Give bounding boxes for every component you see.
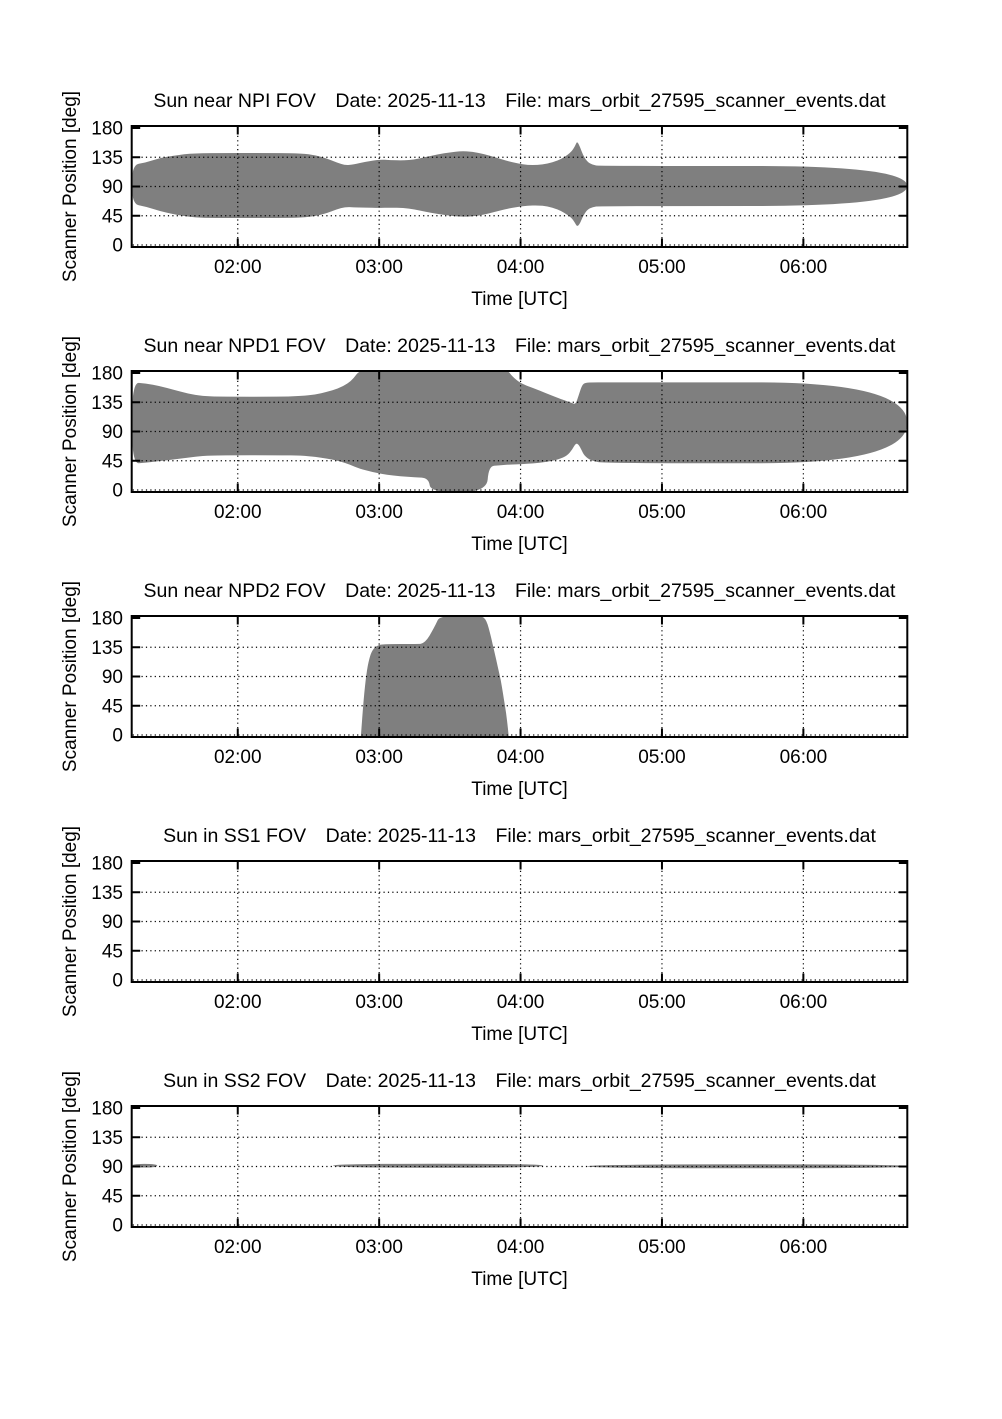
x-tick-label: 06:00 bbox=[780, 502, 828, 523]
ss2-event-segment-3 bbox=[587, 1164, 907, 1169]
y-axis-label: Scanner Position [deg] bbox=[60, 91, 81, 282]
x-tick-label: 03:00 bbox=[355, 992, 403, 1013]
y-tick-label: 0 bbox=[112, 1216, 123, 1237]
x-tick-label: 04:00 bbox=[497, 747, 545, 768]
y-tick-label: 180 bbox=[91, 854, 123, 875]
x-tick-label: 05:00 bbox=[638, 747, 686, 768]
x-tick-label: 02:00 bbox=[214, 502, 262, 523]
y-axis-label: Scanner Position [deg] bbox=[60, 581, 81, 772]
x-tick-label: 02:00 bbox=[214, 257, 262, 278]
plot-frame bbox=[130, 125, 909, 248]
plot-frame bbox=[130, 370, 909, 493]
y-tick-label: 45 bbox=[102, 451, 123, 472]
y-tick-label: 45 bbox=[102, 206, 123, 227]
chart-sun-near-npd1-fov: Sun near NPD1 FOV Date: 2025-11-13 File:… bbox=[60, 335, 909, 555]
plot-frame bbox=[130, 615, 909, 738]
y-tick-label: 45 bbox=[102, 696, 123, 717]
tick-marks bbox=[132, 861, 907, 982]
y-tick-label: 0 bbox=[112, 726, 123, 747]
y-tick-label: 90 bbox=[102, 177, 123, 198]
plot-frame bbox=[130, 1105, 909, 1228]
chart-title: Sun in SS1 FOV Date: 2025-11-13 File: ma… bbox=[163, 825, 876, 847]
y-tick-label: 0 bbox=[112, 971, 123, 992]
chart-title: Sun near NPI FOV Date: 2025-11-13 File: … bbox=[153, 90, 886, 112]
x-axis-label: Time [UTC] bbox=[471, 289, 567, 310]
chart-title: Sun in SS2 FOV Date: 2025-11-13 File: ma… bbox=[163, 1070, 876, 1092]
npi-exclusion-band bbox=[132, 142, 907, 226]
chart-title: Sun near NPD2 FOV Date: 2025-11-13 File:… bbox=[144, 580, 896, 602]
ss2-event-segment-2 bbox=[333, 1163, 544, 1168]
x-tick-label: 06:00 bbox=[780, 257, 828, 278]
x-tick-label: 03:00 bbox=[355, 747, 403, 768]
y-tick-label: 135 bbox=[91, 393, 123, 414]
y-tick-label: 135 bbox=[91, 1128, 123, 1149]
x-tick-label: 06:00 bbox=[780, 1237, 828, 1258]
x-tick-label: 02:00 bbox=[214, 747, 262, 768]
tick-marks bbox=[132, 371, 907, 492]
tick-marks bbox=[132, 1106, 907, 1227]
y-tick-label: 180 bbox=[91, 609, 123, 630]
y-tick-label: 90 bbox=[102, 912, 123, 933]
x-tick-label: 04:00 bbox=[497, 1237, 545, 1258]
x-tick-label: 03:00 bbox=[355, 502, 403, 523]
x-axis-label: Time [UTC] bbox=[471, 779, 567, 800]
y-tick-label: 90 bbox=[102, 422, 123, 443]
grid-lines bbox=[132, 617, 907, 736]
npd2-exclusion-band bbox=[360, 617, 509, 736]
x-axis-label: Time [UTC] bbox=[471, 1269, 567, 1290]
y-axis-label: Scanner Position [deg] bbox=[60, 1071, 81, 1262]
y-tick-label: 135 bbox=[91, 148, 123, 169]
chart-sun-in-ss2-fov: Sun in SS2 FOV Date: 2025-11-13 File: ma… bbox=[60, 1070, 909, 1290]
y-axis-label: Scanner Position [deg] bbox=[60, 336, 81, 527]
plot-frame bbox=[130, 860, 909, 983]
y-tick-label: 180 bbox=[91, 364, 123, 385]
npd1-exclusion-band bbox=[132, 372, 907, 491]
chart-sun-in-ss1-fov: Sun in SS1 FOV Date: 2025-11-13 File: ma… bbox=[60, 825, 909, 1045]
tick-marks bbox=[132, 126, 907, 247]
tick-marks bbox=[132, 616, 907, 737]
x-axis-label: Time [UTC] bbox=[471, 534, 567, 555]
x-tick-label: 06:00 bbox=[780, 992, 828, 1013]
y-tick-label: 45 bbox=[102, 941, 123, 962]
x-tick-label: 04:00 bbox=[497, 257, 545, 278]
x-tick-label: 02:00 bbox=[214, 992, 262, 1013]
chart-sun-near-npd2-fov: Sun near NPD2 FOV Date: 2025-11-13 File:… bbox=[60, 580, 909, 800]
grid-lines bbox=[132, 862, 907, 981]
chart-title: Sun near NPD1 FOV Date: 2025-11-13 File:… bbox=[144, 335, 896, 357]
x-tick-label: 05:00 bbox=[638, 1237, 686, 1258]
y-tick-label: 135 bbox=[91, 883, 123, 904]
chart-sun-near-npi-fov: Sun near NPI FOV Date: 2025-11-13 File: … bbox=[60, 90, 909, 310]
y-tick-label: 45 bbox=[102, 1186, 123, 1207]
y-tick-label: 90 bbox=[102, 1157, 123, 1178]
y-tick-label: 0 bbox=[112, 236, 123, 257]
y-tick-label: 0 bbox=[112, 481, 123, 502]
y-axis-label: Scanner Position [deg] bbox=[60, 826, 81, 1017]
x-tick-label: 04:00 bbox=[497, 502, 545, 523]
x-tick-label: 03:00 bbox=[355, 257, 403, 278]
x-axis-label: Time [UTC] bbox=[471, 1024, 567, 1045]
y-tick-label: 180 bbox=[91, 1099, 123, 1120]
x-tick-label: 05:00 bbox=[638, 992, 686, 1013]
x-tick-label: 02:00 bbox=[214, 1237, 262, 1258]
y-tick-label: 180 bbox=[91, 119, 123, 140]
x-tick-label: 06:00 bbox=[780, 747, 828, 768]
y-tick-label: 90 bbox=[102, 667, 123, 688]
x-tick-label: 04:00 bbox=[497, 992, 545, 1013]
x-tick-label: 03:00 bbox=[355, 1237, 403, 1258]
y-tick-label: 135 bbox=[91, 638, 123, 659]
x-tick-label: 05:00 bbox=[638, 257, 686, 278]
x-tick-label: 05:00 bbox=[638, 502, 686, 523]
